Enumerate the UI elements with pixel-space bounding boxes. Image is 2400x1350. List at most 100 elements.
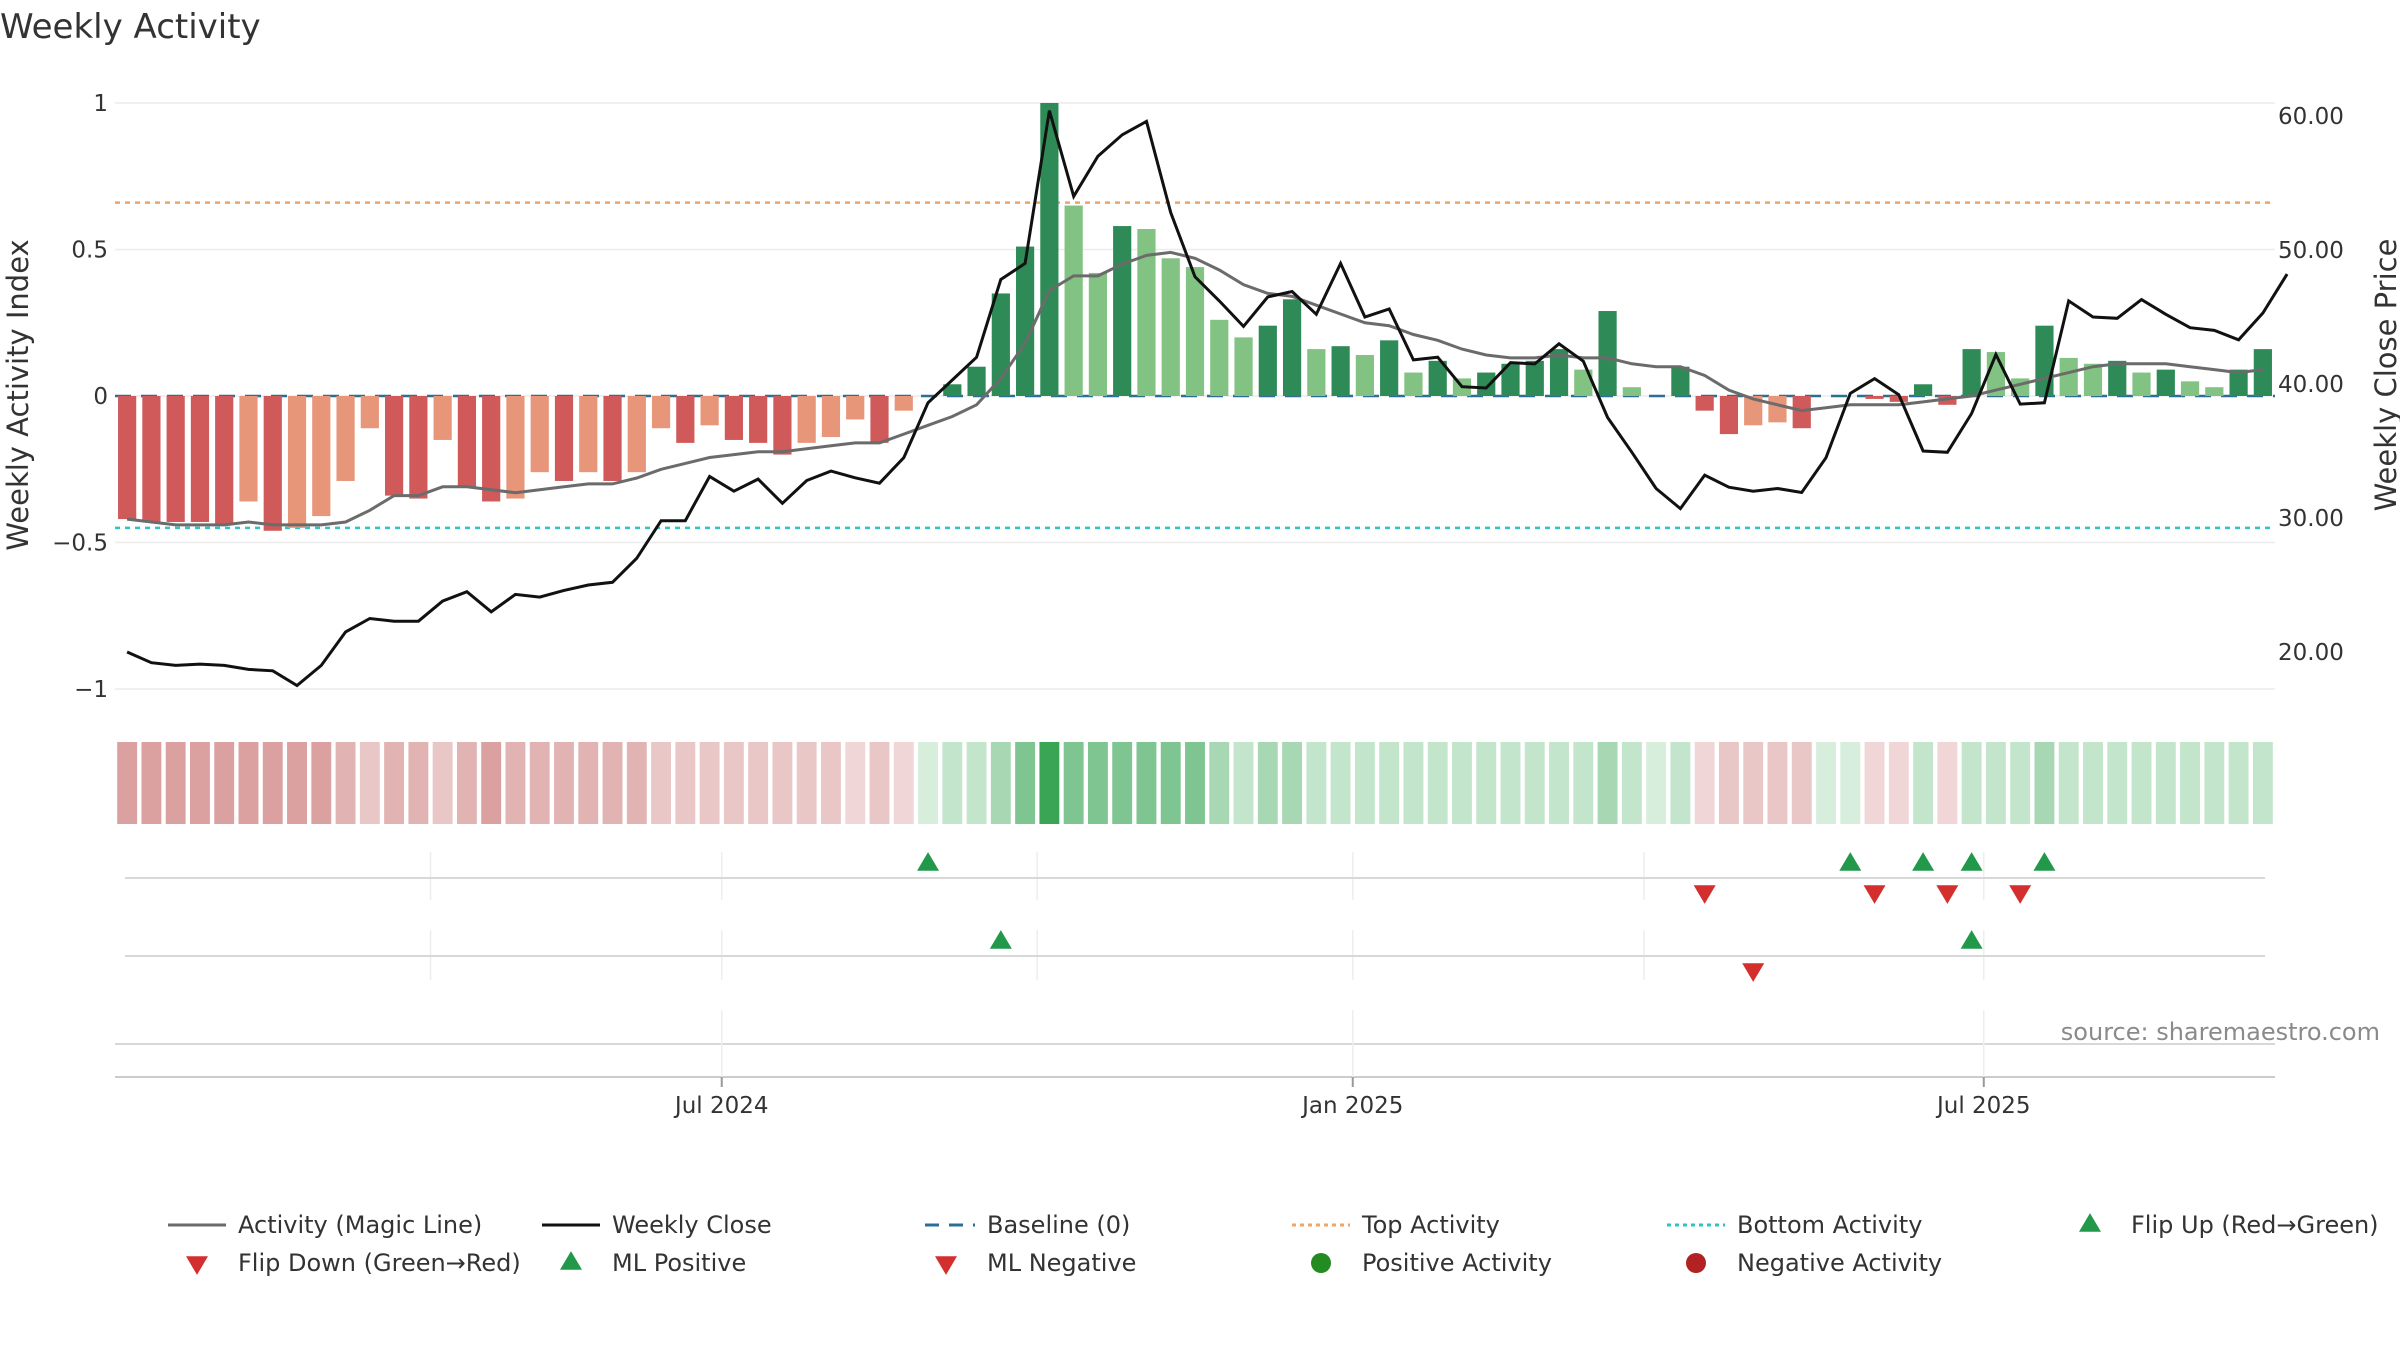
legend-swatch — [186, 1256, 208, 1275]
chart-title: Weekly Activity — [0, 7, 261, 47]
activity-bar — [700, 396, 719, 426]
activity-bar — [1477, 372, 1496, 396]
heat-cell — [2155, 742, 2176, 824]
heat-cell — [1015, 742, 1036, 824]
legend: Activity (Magic Line) Weekly Close Baselin… — [168, 1211, 2379, 1277]
x-axis: Jul 2024 Jan 2025 Jul 2025 — [115, 1010, 2275, 1119]
heat-cell — [311, 742, 332, 824]
heat-cell — [2228, 742, 2249, 824]
heat-cell — [1646, 742, 1667, 824]
y2-tick-label: 50.00 — [2278, 238, 2344, 264]
activity-bar — [1210, 319, 1229, 396]
heat-cell — [1500, 742, 1521, 824]
legend-item: Negative Activity — [1686, 1249, 1942, 1277]
flip-up-marker — [2033, 852, 2056, 871]
x-tick-label: Jul 2024 — [673, 1093, 769, 1119]
heat-cell — [1112, 742, 1133, 824]
flip-down-marker — [2009, 885, 2032, 904]
activity-bar — [336, 396, 355, 481]
legend-label: ML Negative — [987, 1249, 1136, 1277]
activity-bar — [797, 396, 816, 443]
activity-bar — [2108, 360, 2127, 396]
y2-tick-label: 30.00 — [2278, 506, 2344, 532]
activity-bar — [1040, 103, 1059, 396]
activity-bar — [2253, 349, 2272, 396]
flip-down-marker — [1936, 885, 1959, 904]
legend-label: Positive Activity — [1362, 1249, 1552, 1277]
heat-cell — [1257, 742, 1278, 824]
heat-cell — [772, 742, 793, 824]
activity-bar — [142, 396, 161, 522]
activity-bar — [1744, 396, 1763, 426]
heat-cell — [2204, 742, 2225, 824]
heat-cell — [1573, 742, 1594, 824]
activity-bar — [1282, 299, 1302, 396]
heat-cell — [966, 742, 987, 824]
activity-bar — [846, 396, 865, 420]
legend-item: Bottom Activity — [1667, 1211, 1922, 1239]
activity-bar — [870, 396, 889, 443]
heat-cell — [1136, 742, 1157, 824]
x-tick-label: Jul 2025 — [1935, 1093, 2031, 1119]
activity-bar — [2035, 325, 2054, 396]
heat-cell — [1961, 742, 1982, 824]
flip-up-marker — [1960, 852, 1983, 871]
legend-label: Bottom Activity — [1737, 1211, 1922, 1239]
activity-bar — [651, 396, 671, 429]
heat-cell — [335, 742, 356, 824]
heat-cell — [408, 742, 429, 824]
activity-bar — [1889, 396, 1908, 402]
y-tick-label: −1 — [74, 677, 108, 703]
legend-label: Flip Up (Red→Green) — [2131, 1211, 2379, 1239]
flip-signal-rows — [125, 852, 2265, 982]
heat-cell — [1160, 742, 1181, 824]
heat-cell — [918, 742, 938, 824]
heat-cell — [1597, 742, 1618, 824]
heat-cell — [529, 742, 550, 824]
activity-bar — [1671, 366, 1690, 396]
activity-bar — [506, 396, 525, 499]
legend-label: Baseline (0) — [987, 1211, 1130, 1239]
y-tick-label: −0.5 — [52, 531, 108, 557]
heat-cell — [1476, 742, 1497, 824]
heat-cell — [1864, 742, 1885, 824]
legend-label: ML Positive — [612, 1249, 746, 1277]
activity-bar — [2156, 369, 2175, 396]
activity-bar — [1428, 360, 1447, 396]
source-note: source: sharemaestro.com — [2061, 1018, 2380, 1046]
activity-bar — [166, 396, 185, 522]
activity-bar — [773, 396, 792, 455]
heat-cell — [189, 742, 210, 824]
legend-swatch — [935, 1256, 957, 1275]
heat-cell — [626, 742, 647, 824]
activity-bar — [1258, 325, 1277, 396]
activity-bar — [1865, 396, 1884, 399]
activity-bar — [385, 396, 404, 496]
heat-cell — [1767, 742, 1788, 824]
legend-item: ML Negative — [935, 1249, 1136, 1277]
heat-cell — [845, 742, 866, 824]
legend-swatch — [1686, 1253, 1706, 1273]
heat-cell — [1549, 742, 1569, 824]
legend-label: Flip Down (Green→Red) — [238, 1249, 521, 1277]
activity-bar — [603, 396, 622, 481]
activity-bar — [2059, 357, 2078, 396]
activity-bar — [967, 366, 986, 396]
y-tick-label: 1 — [93, 91, 108, 117]
heat-cell — [262, 742, 283, 824]
heat-cell — [2252, 742, 2273, 824]
heat-cell — [1888, 742, 1909, 824]
y2-tick-label: 20.00 — [2278, 640, 2344, 666]
heat-cell — [1985, 742, 2006, 824]
heat-cell — [1330, 742, 1351, 824]
activity-bar — [457, 396, 477, 487]
legend-label: Top Activity — [1361, 1211, 1500, 1239]
heat-cell — [578, 742, 599, 824]
activity-bars — [118, 103, 2272, 531]
activity-bar — [360, 396, 379, 429]
activity-bar — [579, 396, 598, 473]
activity-bar — [433, 396, 452, 440]
activity-bar — [312, 396, 331, 517]
activity-bar — [1913, 384, 1933, 396]
legend-label: Weekly Close — [612, 1211, 772, 1239]
